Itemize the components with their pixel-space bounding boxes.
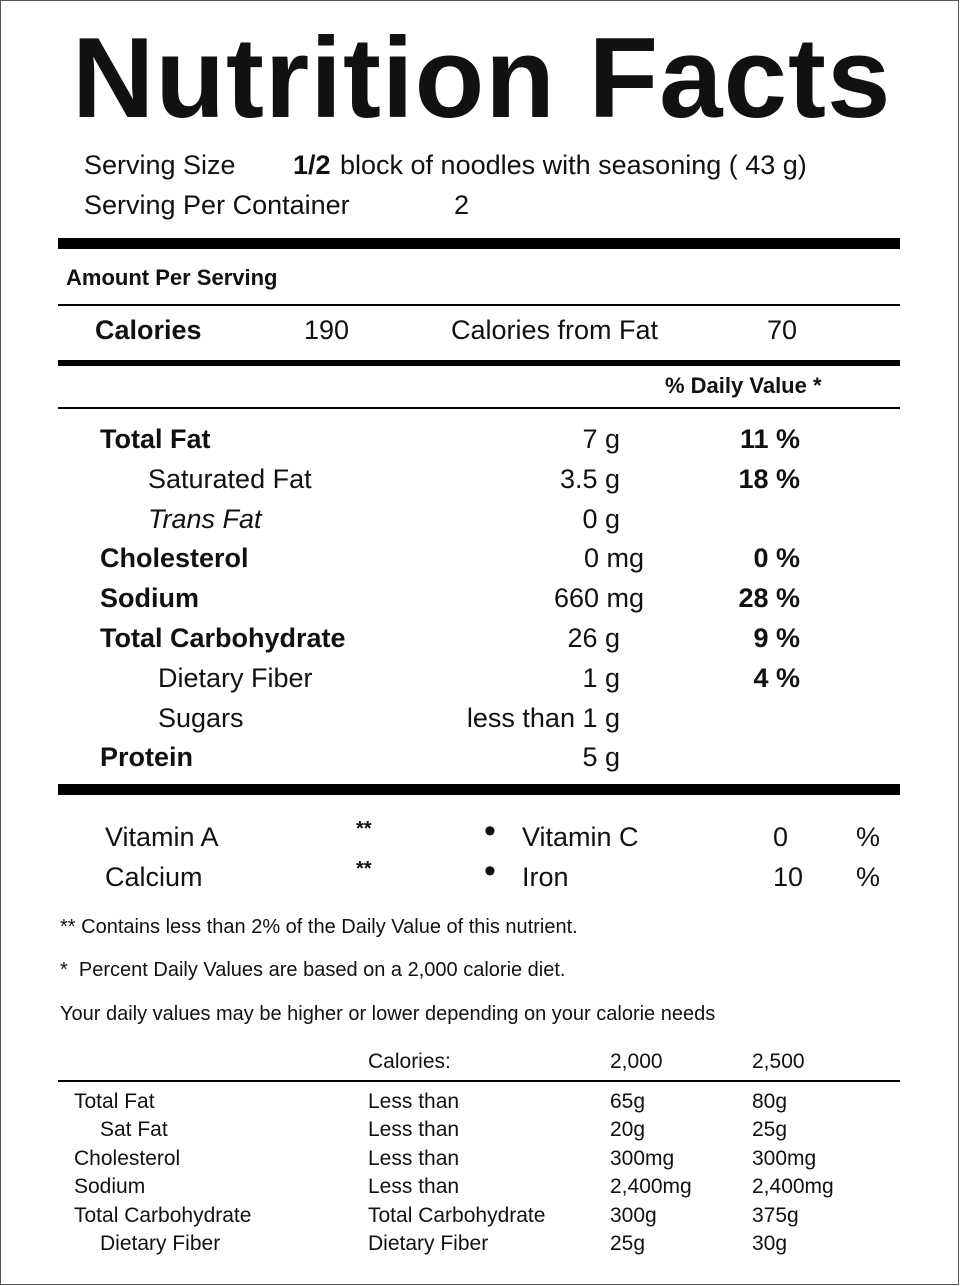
calories-label: Calories xyxy=(95,315,202,345)
thin-divider xyxy=(58,304,900,306)
vitamin-c-label: Vitamin C xyxy=(522,822,639,852)
ref-row-2500: 375g xyxy=(752,1204,799,1227)
amount-per-serving: Amount Per Serving xyxy=(66,265,278,290)
thick-divider xyxy=(58,784,900,795)
ref-row-2000: 300mg xyxy=(610,1147,675,1170)
nutrient-amount-saturated-fat: 3.5 g xyxy=(559,464,620,494)
nutrient-amount-trans-fat: 0 g xyxy=(582,504,620,534)
iron-value: 10 xyxy=(773,862,804,892)
nutrient-name-total-carbohydrate: Total Carbohydrate xyxy=(100,623,346,653)
ref-row-name: Cholesterol xyxy=(74,1147,181,1170)
footnote-less-than-2-percent: ** Contains less than 2% of the Daily Va… xyxy=(60,916,578,938)
nutrient-name-sugars: Sugars xyxy=(158,703,244,733)
nutrient-dv-saturated-fat: 18 % xyxy=(738,464,800,494)
nutrient-dv-total-carbohydrate: 9 % xyxy=(753,623,800,653)
nutrient-name-trans-fat: Trans Fat xyxy=(148,504,262,534)
ref-row-2500: 25g xyxy=(752,1118,788,1141)
footnote-calorie-needs: Your daily values may be higher or lower… xyxy=(60,1003,716,1025)
nutrient-dv-total-fat: 11 % xyxy=(739,424,800,454)
servings-per-container-label: Serving Per Container xyxy=(84,190,350,220)
nutrient-dv-cholesterol: 0 % xyxy=(753,543,800,573)
ref-row-2000: 25g xyxy=(610,1232,646,1255)
vitamin-a-label: Vitamin A xyxy=(105,822,219,852)
nutrient-amount-sugars: less than 1 g xyxy=(466,703,620,733)
ref-header-2000: 2,000 xyxy=(610,1050,663,1073)
ref-row-2000: 20g xyxy=(610,1118,646,1141)
nutrient-name-saturated-fat: Saturated Fat xyxy=(148,464,312,494)
ref-row-name: Sat Fat xyxy=(100,1118,168,1141)
ref-row-2500: 2,400mg xyxy=(752,1175,834,1198)
ref-row-name: Sodium xyxy=(74,1175,146,1198)
thin-divider xyxy=(58,1080,900,1082)
thin-divider xyxy=(58,407,900,409)
vitamin-c-value: 0 xyxy=(773,822,789,852)
ref-row-criterion: Total Carbohydrate xyxy=(368,1204,546,1227)
nutrient-amount-protein: 5 g xyxy=(582,742,620,772)
calories-from-fat-label: Calories from Fat xyxy=(451,315,659,345)
servings-per-container-value: 2 xyxy=(454,190,470,220)
ref-header-2500: 2,500 xyxy=(752,1050,805,1073)
ref-row-2500: 80g xyxy=(752,1090,788,1113)
ref-header-calories: Calories: xyxy=(368,1050,451,1073)
ref-row-2500: 30g xyxy=(752,1232,788,1255)
ref-row-criterion: Less than xyxy=(368,1147,460,1170)
nutrient-amount-dietary-fiber: 1 g xyxy=(582,663,620,693)
ref-row-2000: 300g xyxy=(610,1204,657,1227)
nutrient-name-dietary-fiber: Dietary Fiber xyxy=(158,663,313,693)
nutrient-name-cholesterol: Cholesterol xyxy=(100,543,249,573)
ref-row-2000: 2,400mg xyxy=(610,1175,692,1198)
ref-row-name: Total Fat xyxy=(74,1090,155,1113)
serving-size-desc: block of noodles with seasoning ( 43 g) xyxy=(340,150,807,180)
nutrient-amount-total-carbohydrate: 26 g xyxy=(567,623,620,653)
iron-label: Iron xyxy=(522,862,569,892)
nutrient-amount-sodium: 660 mg xyxy=(553,583,644,613)
ref-row-2500: 300mg xyxy=(752,1147,817,1170)
ref-row-criterion: Less than xyxy=(368,1090,460,1113)
thick-divider xyxy=(58,238,900,249)
ref-row-criterion: Dietary Fiber xyxy=(368,1232,489,1255)
bullet-icon: • xyxy=(484,852,496,890)
vitamin-a-value: ** xyxy=(356,818,372,840)
nutrient-dv-dietary-fiber: 4 % xyxy=(753,663,800,693)
calories-from-fat-value: 70 xyxy=(767,315,798,345)
vitamin-c-unit: % xyxy=(856,822,881,852)
nutrient-amount-total-fat: 7 g xyxy=(582,424,620,454)
iron-unit: % xyxy=(856,862,881,892)
serving-size-label: Serving Size xyxy=(84,150,236,180)
daily-value-header: % Daily Value * xyxy=(665,373,822,398)
ref-row-criterion: Less than xyxy=(368,1118,460,1141)
ref-row-criterion: Less than xyxy=(368,1175,460,1198)
serving-size-amount: 1/2 xyxy=(293,150,331,180)
label-title: Nutrition Facts xyxy=(72,15,892,142)
nutrient-name-total-fat: Total Fat xyxy=(100,424,211,454)
nutrient-name-sodium: Sodium xyxy=(100,583,199,613)
calcium-value: ** xyxy=(356,858,372,880)
calories-value: 190 xyxy=(304,315,350,345)
footnote-daily-values: * Percent Daily Values are based on a 2,… xyxy=(60,959,566,981)
calcium-label: Calcium xyxy=(105,862,203,892)
nutrient-amount-cholesterol: 0 mg xyxy=(583,543,644,573)
bullet-icon: • xyxy=(484,812,496,850)
nutrient-dv-sodium: 28 % xyxy=(738,583,800,613)
nutrient-name-protein: Protein xyxy=(100,742,194,772)
medium-divider xyxy=(58,360,900,366)
ref-row-name: Total Carbohydrate xyxy=(74,1204,252,1227)
ref-row-2000: 65g xyxy=(610,1090,646,1113)
ref-row-name: Dietary Fiber xyxy=(100,1232,221,1255)
